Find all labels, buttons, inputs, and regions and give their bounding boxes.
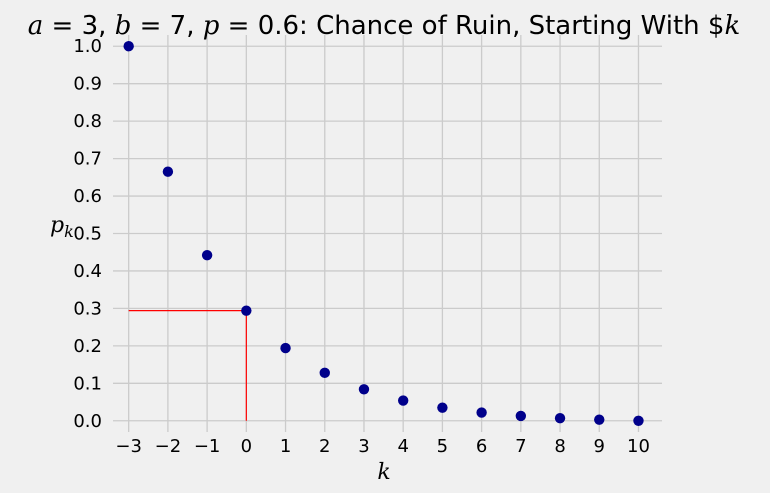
reference-lines <box>128 310 247 421</box>
x-tick-label-6: 3 <box>358 436 369 457</box>
x-tick-label-10: 7 <box>515 436 526 457</box>
x-tick-label-2: −1 <box>194 436 221 457</box>
x-tick-label-8: 5 <box>437 436 448 457</box>
data-point-4 <box>280 342 291 354</box>
data-point-0 <box>123 41 134 52</box>
y-tick-label-7: 0.7 <box>73 149 102 170</box>
data-point-1 <box>162 166 174 177</box>
x-tick-label-0: −3 <box>115 436 142 457</box>
y-tick-label-9: 0.9 <box>73 74 102 95</box>
data-points <box>123 41 644 426</box>
y-tick-label-0: 0.0 <box>73 411 102 432</box>
chart-title: a = 3, b = 7, p = 0.6: Chance of Ruin, S… <box>28 11 740 41</box>
x-tick-label-7: 4 <box>397 436 408 457</box>
x-tick-label-1: −2 <box>155 436 182 457</box>
data-point-13 <box>633 415 644 426</box>
x-axis-label: k <box>377 460 390 485</box>
y-tick-label-1: 0.1 <box>73 373 102 394</box>
x-tick-label-4: 1 <box>280 436 291 457</box>
y-tick-label-8: 0.8 <box>73 111 102 132</box>
data-point-12 <box>594 414 605 425</box>
data-point-10 <box>515 410 527 422</box>
data-point-3 <box>241 305 252 316</box>
y-tick-labels: 0.0 0.1 0.2 0.3 0.4 0.5 0.6 0.7 0.8 0.9 1.0 <box>73 36 102 432</box>
data-point-6 <box>358 384 370 395</box>
data-point-9 <box>476 407 487 418</box>
x-tick-label-9: 6 <box>476 436 487 457</box>
x-tick-label-12: 9 <box>594 436 605 457</box>
data-point-2 <box>201 250 213 261</box>
grid <box>113 35 662 432</box>
data-point-11 <box>554 412 566 424</box>
y-tick-label-2: 0.2 <box>73 336 102 357</box>
x-tick-label-5: 2 <box>319 436 330 457</box>
x-tick-label-3: 0 <box>241 436 252 457</box>
y-tick-label-4: 0.4 <box>73 261 102 282</box>
data-point-7 <box>397 395 409 406</box>
y-tick-label-5: 0.5 <box>73 224 102 245</box>
x-tick-label-13: 10 <box>627 436 650 457</box>
y-tick-label-6: 0.6 <box>73 186 102 207</box>
data-point-8 <box>437 402 448 413</box>
x-tick-labels: −3 −2 −1 0 1 2 3 4 5 6 7 8 9 10 <box>115 436 650 457</box>
y-axis-label: pk <box>50 213 74 241</box>
data-point-5 <box>319 367 330 379</box>
y-tick-label-3: 0.3 <box>73 298 102 319</box>
x-tick-label-11: 8 <box>554 436 565 457</box>
y-tick-label-10: 1.0 <box>73 36 102 57</box>
